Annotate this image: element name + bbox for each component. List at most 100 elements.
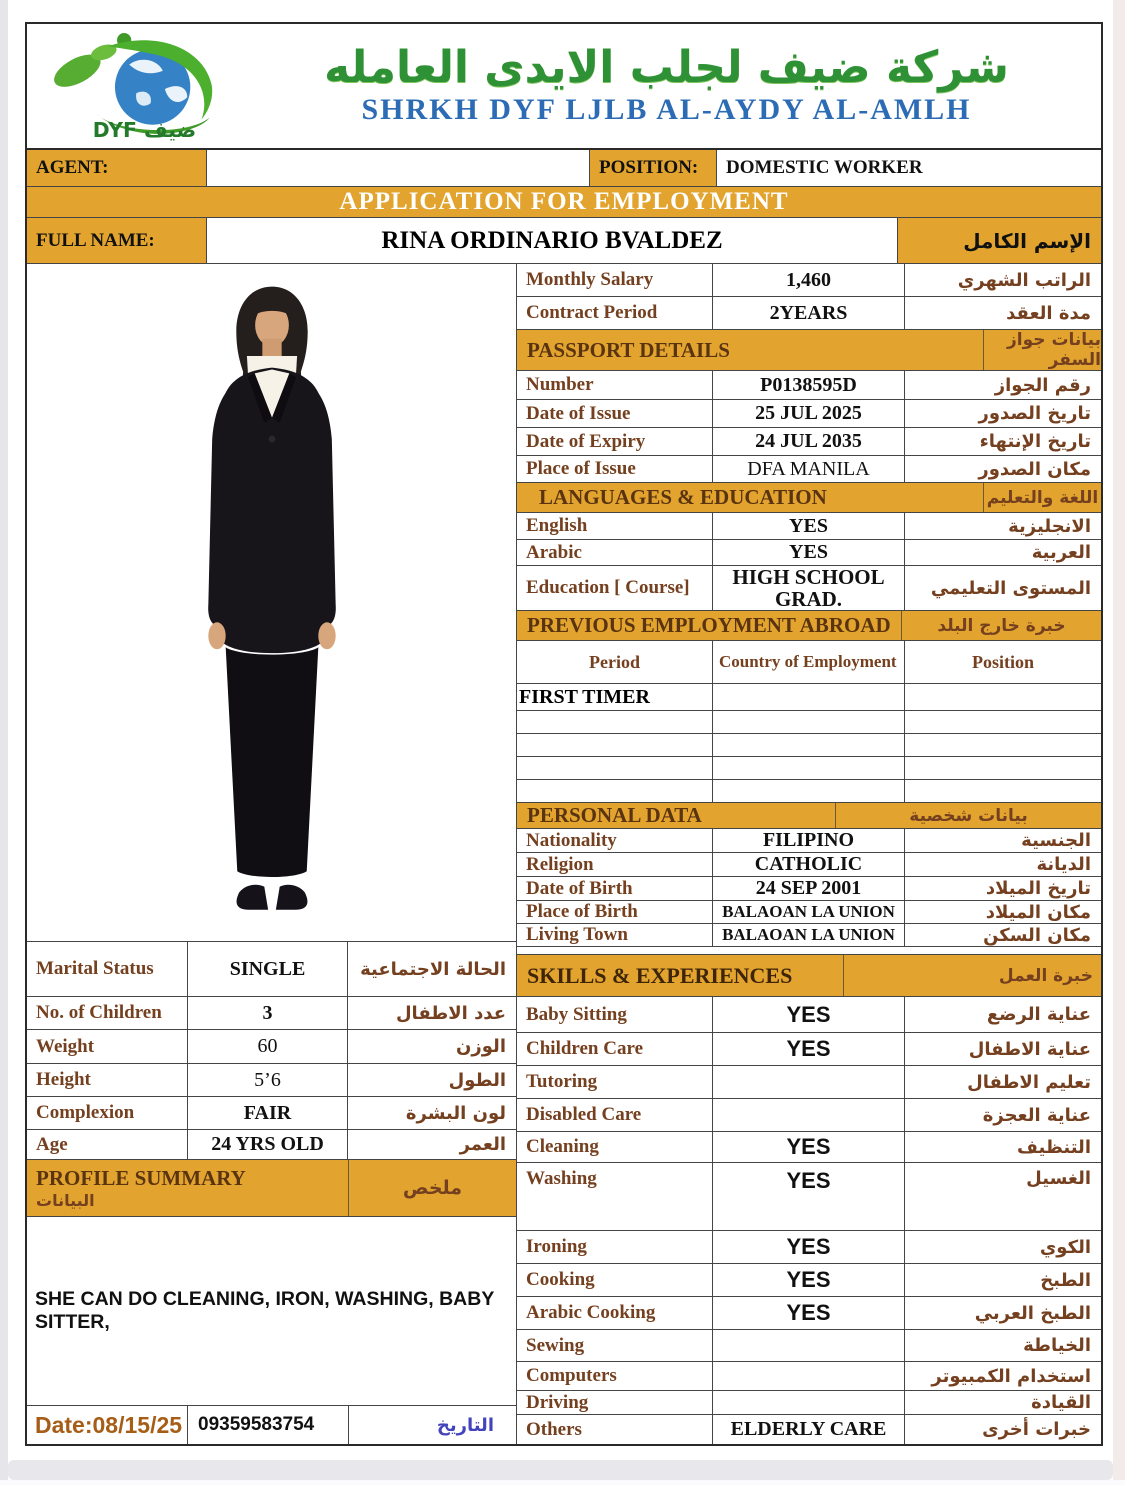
profile-summary-banner: PROFILE SUMMARY البيانات ملخص	[27, 1160, 516, 1217]
complexion-label-arabic: لون البشرة	[405, 1102, 506, 1124]
education-row: Education [ Course] HIGH SCHOOL GRAD. ال…	[517, 566, 1101, 612]
employment-country-1	[713, 684, 905, 711]
computers-value	[713, 1362, 905, 1391]
profile-summary-left: PROFILE SUMMARY البيانات	[27, 1160, 349, 1216]
personal-data-title-arabic: بيانات شخصية	[835, 803, 1101, 829]
employment-position-2	[905, 711, 1101, 733]
education-label: Education [ Course]	[517, 566, 713, 611]
agent-position-row: AGENT: POSITION: DOMESTIC WORKER	[27, 150, 1101, 187]
page-edge-bottom-under	[0, 1480, 1125, 1485]
skills-title-arabic: خبرة العمل	[843, 955, 1101, 997]
tutoring-label-arabic: تعليم الاطفال	[967, 1071, 1091, 1093]
english-row: English YES الانجليزية	[517, 513, 1101, 540]
agent-value-field	[207, 150, 590, 186]
height-row: Height 5’6 الطول	[27, 1064, 516, 1097]
place-of-birth-row: Place of Birth BALAOAN LA UNION مكان الم…	[517, 901, 1101, 925]
period-column-header: Period	[517, 641, 713, 684]
ironing-label: Ironing	[517, 1231, 713, 1264]
place-of-birth-value: BALAOAN LA UNION	[713, 901, 905, 924]
employment-row-2	[517, 711, 1101, 735]
disabled-care-row: Disabled Care عناية العجزة	[517, 1099, 1101, 1133]
computers-label: Computers	[517, 1362, 713, 1391]
weight-label-arabic: الوزن	[456, 1036, 506, 1057]
baby-sitting-label: Baby Sitting	[517, 997, 713, 1033]
marital-status-row: Marital Status SINGLE الحالة الاجتماعية	[27, 942, 516, 997]
full-name-value: RINA ORDINARIO BVALDEZ	[207, 218, 898, 263]
education-label-arabic: المستوى التعليمي	[930, 577, 1091, 599]
page-edge-right	[1113, 0, 1125, 1485]
employment-period-5	[517, 780, 713, 803]
profile-summary-title-arabic: ملخص	[402, 1177, 463, 1199]
company-name-arabic: شركة ضيف لجلب الايدى العامله	[324, 41, 1009, 93]
ironing-row: Ironing YES الكوي	[517, 1231, 1101, 1265]
languages-education-title: LANGUAGES & EDUCATION	[539, 485, 827, 509]
phone-number: 09359583754	[188, 1406, 349, 1444]
profile-summary-right: ملخص	[349, 1160, 516, 1216]
profile-summary-text-cell: SHE CAN DO CLEANING, IRON, WASHING, BABY…	[27, 1217, 516, 1406]
place-of-birth-label: Place of Birth	[517, 901, 713, 924]
children-label-arabic: عدد الاطفال	[395, 1002, 506, 1024]
full-name-row: FULL NAME: RINA ORDINARIO BVALDEZ الإسم …	[27, 218, 1101, 264]
passport-number-row: Number P0138595D رقم الجواز	[517, 371, 1101, 400]
date-value: Date:08/15/25	[27, 1406, 188, 1444]
driving-label: Driving	[517, 1391, 713, 1415]
personal-data-title: PERSONAL DATA	[527, 803, 702, 828]
living-town-row: Living Town BALAOAN LA UNION مكان السكن	[517, 924, 1101, 948]
agent-label: AGENT:	[27, 150, 207, 186]
employment-period-3	[517, 734, 713, 757]
others-value: ELDERLY CARE	[713, 1415, 905, 1444]
children-care-row: Children Care YES عناية الاطفال	[517, 1033, 1101, 1067]
monthly-salary-label: Monthly Salary	[517, 264, 713, 296]
baby-sitting-value: YES	[713, 997, 905, 1033]
children-label: No. of Children	[27, 997, 188, 1029]
first-timer-value: FIRST TIMER	[517, 684, 713, 711]
employment-country-4	[713, 757, 905, 780]
cleaning-label: Cleaning	[517, 1132, 713, 1163]
date-of-birth-row: Date of Birth 24 SEP 2001 تاريخ الميلاد	[517, 877, 1101, 902]
computers-label-arabic: استخدام الكمبيوتر	[931, 1365, 1091, 1387]
date-of-birth-label-arabic: تاريخ الميلاد	[985, 878, 1091, 900]
contract-period-label-arabic: مدة العقد	[1006, 302, 1091, 324]
date-label-arabic: التاريخ	[436, 1414, 494, 1436]
arabic-value: YES	[713, 540, 905, 565]
passport-number-label-arabic: رقم الجواز	[994, 374, 1091, 396]
nationality-value: FILIPINO	[713, 829, 905, 853]
washing-label-arabic: الغسيل	[1026, 1168, 1091, 1190]
complexion-value: FAIR	[188, 1097, 348, 1129]
date-of-issue-row: Date of Issue 25 JUL 2025 تاريخ الصدور	[517, 400, 1101, 428]
employment-row-5	[517, 780, 1101, 804]
driving-row: Driving القيادة	[517, 1391, 1101, 1416]
age-row: Age 24 YRS OLD العمر	[27, 1130, 516, 1160]
cleaning-row: Cleaning YES التنظيف	[517, 1132, 1101, 1164]
computers-row: Computers استخدام الكمبيوتر	[517, 1362, 1101, 1392]
height-label-arabic: الطول	[448, 1069, 506, 1091]
profile-summary-subtitle-arabic: البيانات	[36, 1191, 95, 1210]
children-care-value: YES	[713, 1033, 905, 1066]
height-label: Height	[27, 1064, 188, 1096]
personal-data-banner: PERSONAL DATA بيانات شخصية	[517, 803, 1101, 830]
monthly-salary-row: Monthly Salary 1,460 الراتب الشهري	[517, 264, 1101, 297]
skills-banner: SKILLS & EXPERIENCES خبرة العمل	[517, 955, 1101, 998]
sewing-row: Sewing الخياطة	[517, 1330, 1101, 1363]
date-of-birth-value: 24 SEP 2001	[713, 877, 905, 901]
nationality-label-arabic: الجنسية	[1021, 830, 1091, 852]
employment-position-5	[905, 780, 1101, 802]
living-town-label-arabic: مكان السكن	[983, 924, 1091, 946]
age-label: Age	[27, 1130, 188, 1159]
arabic-label-arabic: العربية	[1031, 542, 1091, 563]
position-value: DOMESTIC WORKER	[717, 150, 1101, 186]
application-title: APPLICATION FOR EMPLOYMENT	[339, 188, 789, 215]
employment-country-2	[713, 711, 905, 734]
previous-employment-title: PREVIOUS EMPLOYMENT ABROAD	[527, 613, 891, 638]
cleaning-value: YES	[713, 1132, 905, 1163]
english-value: YES	[713, 513, 905, 539]
arabic-cooking-label: Arabic Cooking	[517, 1297, 713, 1330]
children-care-label-arabic: عناية الاطفال	[968, 1038, 1091, 1060]
application-form: DYF ضيف شركة ضيف لجلب الايدى العامله SHR…	[25, 22, 1103, 1446]
previous-employment-title-arabic: خبرة خارج البلد	[901, 611, 1101, 641]
driving-label-arabic: القيادة	[1031, 1392, 1091, 1414]
arabic-cooking-value: YES	[713, 1297, 905, 1330]
tutoring-value	[713, 1066, 905, 1099]
employment-row-3	[517, 734, 1101, 758]
photo-cell	[27, 264, 516, 942]
